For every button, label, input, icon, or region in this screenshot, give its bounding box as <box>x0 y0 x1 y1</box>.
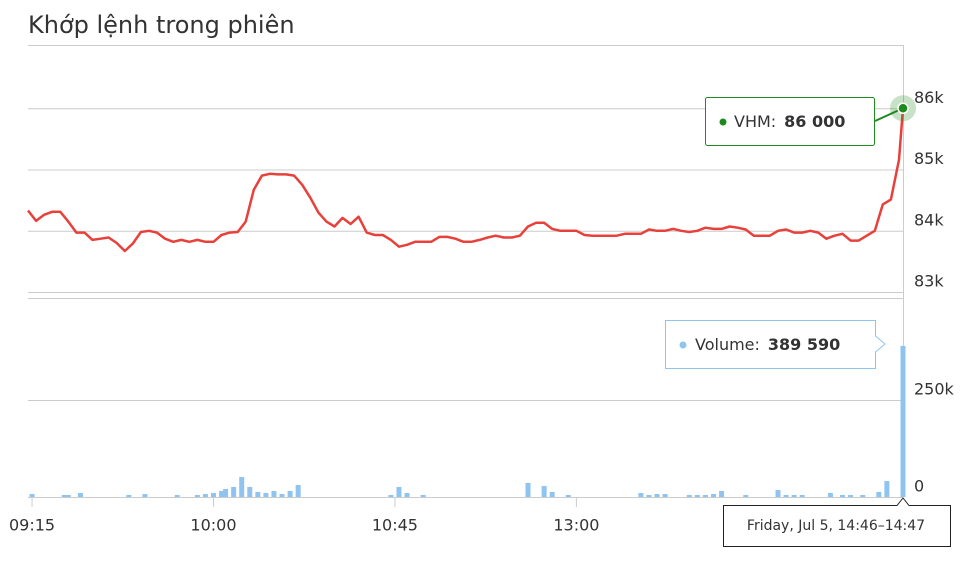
volume-bar <box>388 494 394 497</box>
volume-bar <box>840 494 846 497</box>
x-tick-label: 13:00 <box>553 516 599 535</box>
volume-bar <box>194 494 200 497</box>
volume-bar <box>799 494 805 497</box>
volume-bar <box>404 493 410 497</box>
volume-bar <box>247 486 253 497</box>
volume-bar <box>420 494 426 497</box>
tooltip-text: VHM: 86 000 <box>734 112 845 131</box>
volume-bar <box>565 494 571 497</box>
price-line <box>27 108 905 253</box>
volume-bar <box>848 494 854 497</box>
volume-bar <box>549 491 555 497</box>
tooltip-text: Volume: 389 590 <box>695 335 840 354</box>
tooltip-value: 389 590 <box>768 335 840 354</box>
volume-bar <box>174 494 180 497</box>
volume-bar <box>271 490 277 497</box>
volume-bar <box>791 494 797 497</box>
y-tick-label: 86k <box>914 88 944 107</box>
volume-bar <box>783 494 789 497</box>
tooltip-value: 86 000 <box>784 112 845 131</box>
volume-bar <box>239 477 245 497</box>
x-tick-label: 10:00 <box>190 516 236 535</box>
volume-bar <box>662 494 668 497</box>
volume-bar <box>654 494 660 497</box>
volume-bar <box>710 494 716 497</box>
volume-bar <box>638 493 644 497</box>
y-tick-label: 84k <box>914 210 944 229</box>
volume-bar <box>646 494 652 497</box>
volume-bar <box>876 491 882 497</box>
volume-bar <box>65 494 71 497</box>
x-tooltip-text: Friday, Jul 5, 14:46–14:47 <box>747 518 925 534</box>
volume-bar <box>61 494 67 497</box>
chart-title: Khớp lệnh trong phiên <box>28 11 295 39</box>
volume-bar <box>396 486 402 497</box>
x-tooltip-box <box>723 497 951 547</box>
y-tick-label: 85k <box>914 149 944 168</box>
volume-bar <box>202 494 208 497</box>
x-tick-label: 10:45 <box>372 516 418 535</box>
volume-bar <box>295 485 301 497</box>
volume-bar <box>686 494 692 497</box>
volume-bar <box>263 493 269 497</box>
volume-bar <box>255 491 261 497</box>
series-name: Volume: <box>695 335 760 354</box>
volume-bar <box>702 494 708 497</box>
volume-bar <box>210 493 216 497</box>
volume-bar <box>219 490 225 497</box>
volume-bar <box>231 486 237 497</box>
volume-bar <box>223 489 229 497</box>
volume-bar <box>719 490 725 497</box>
volume-bar <box>900 345 906 497</box>
y-tick-label: 83k <box>914 272 944 291</box>
volume-bar <box>279 494 285 497</box>
volume-bar <box>77 493 83 497</box>
volume-bar <box>884 481 890 497</box>
volume-bar <box>827 493 833 497</box>
volume-bar <box>142 494 148 497</box>
y-tick-label: 0 <box>914 477 924 496</box>
y-tick-label: 250k <box>914 380 955 399</box>
volume-bar <box>860 494 866 497</box>
series-name: VHM: <box>734 112 776 131</box>
volume-bar <box>541 486 547 497</box>
x-tick-label: 09:15 <box>9 516 55 535</box>
tooltip-dot <box>679 341 687 349</box>
volume-bar <box>287 490 293 497</box>
tooltip-dot <box>719 118 727 126</box>
hover-point <box>897 102 909 114</box>
tooltip-box <box>665 320 886 369</box>
volume-bar <box>29 494 35 497</box>
volume-bar <box>126 494 132 497</box>
volume-bar <box>743 494 749 497</box>
tooltip-box <box>705 97 875 146</box>
volume-bar <box>694 494 700 497</box>
volume-bar <box>775 490 781 497</box>
volume-bar <box>525 482 531 497</box>
